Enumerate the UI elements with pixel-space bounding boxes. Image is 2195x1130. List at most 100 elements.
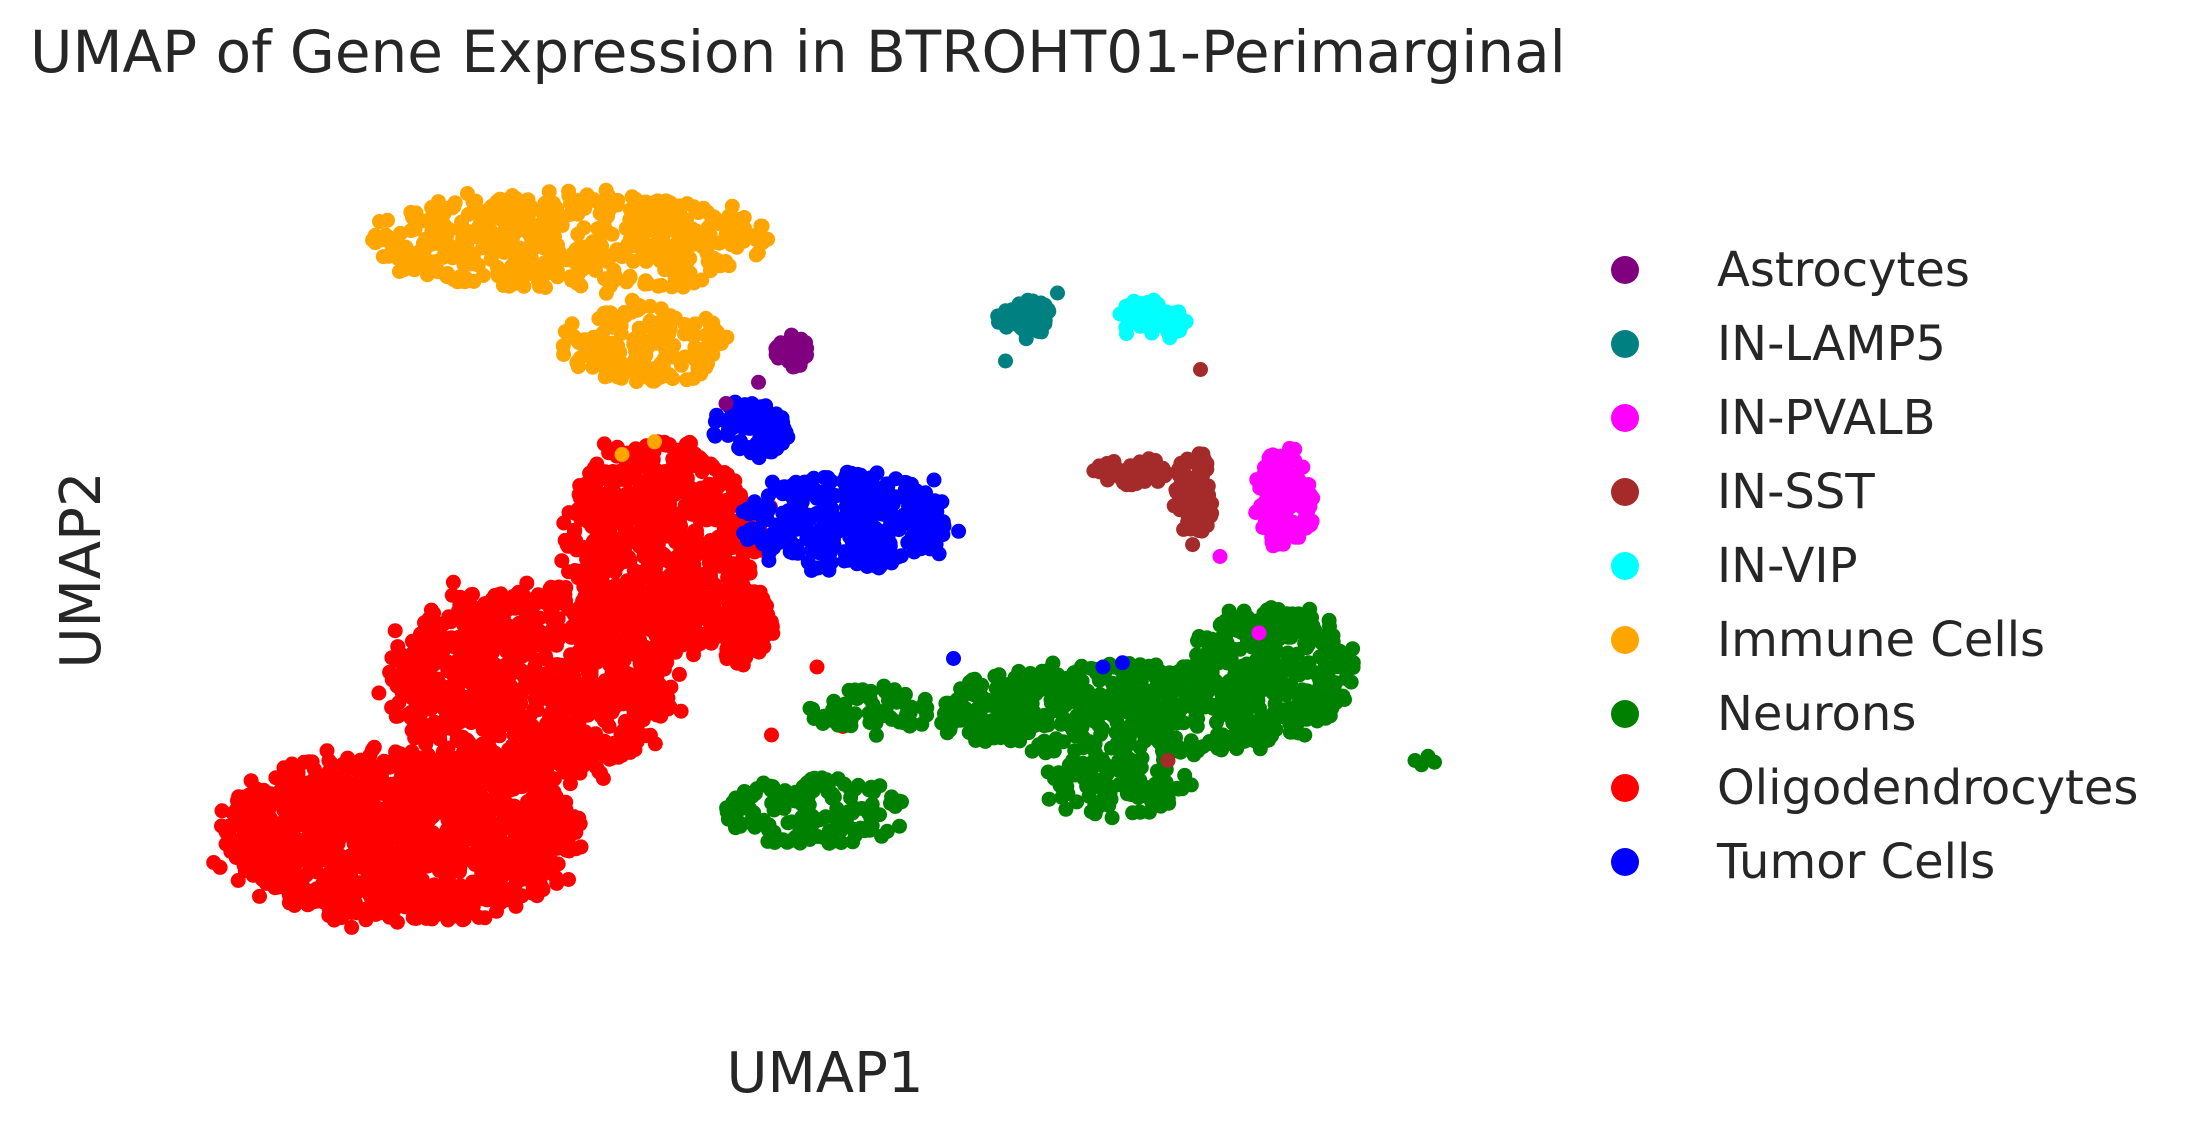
data-point bbox=[694, 272, 710, 288]
data-point bbox=[1195, 682, 1211, 698]
data-point bbox=[697, 227, 713, 243]
data-point bbox=[496, 759, 512, 775]
data-point bbox=[437, 684, 453, 700]
data-point bbox=[1001, 715, 1017, 731]
data-point bbox=[961, 724, 977, 740]
data-point bbox=[463, 903, 479, 919]
data-point bbox=[501, 272, 517, 287]
data-point bbox=[489, 229, 505, 245]
data-point bbox=[653, 244, 669, 260]
data-point bbox=[642, 727, 658, 743]
data-point bbox=[252, 888, 267, 904]
data-point bbox=[490, 264, 506, 280]
data-point bbox=[1305, 618, 1321, 634]
data-point bbox=[794, 796, 809, 812]
data-point bbox=[1231, 700, 1247, 716]
data-point bbox=[355, 823, 371, 839]
data-point bbox=[1123, 787, 1139, 803]
data-point bbox=[711, 235, 727, 251]
data-point bbox=[589, 588, 605, 604]
data-point bbox=[728, 818, 744, 834]
data-point bbox=[883, 710, 899, 726]
data-point bbox=[536, 735, 552, 751]
data-point bbox=[471, 876, 487, 891]
data-point bbox=[1145, 788, 1161, 804]
data-point bbox=[641, 470, 657, 486]
data-point bbox=[447, 908, 463, 924]
data-point bbox=[699, 245, 715, 261]
data-point bbox=[652, 642, 667, 657]
data-point bbox=[1012, 733, 1028, 749]
data-point bbox=[405, 816, 421, 832]
data-point bbox=[452, 589, 468, 605]
data-point bbox=[397, 868, 413, 884]
data-point bbox=[713, 336, 729, 351]
data-point bbox=[1019, 675, 1035, 691]
data-point bbox=[838, 717, 854, 733]
data-point bbox=[470, 257, 486, 273]
data-point bbox=[407, 254, 423, 269]
data-point bbox=[404, 633, 420, 649]
data-point bbox=[627, 566, 643, 582]
data-point bbox=[1321, 612, 1337, 628]
data-point bbox=[596, 217, 612, 233]
data-point bbox=[436, 206, 452, 222]
data-point bbox=[864, 818, 880, 834]
data-point bbox=[1168, 730, 1183, 746]
data-point bbox=[431, 236, 446, 252]
data-point bbox=[510, 262, 526, 278]
data-point bbox=[517, 711, 532, 727]
data-point bbox=[995, 704, 1011, 720]
data-point bbox=[991, 667, 1007, 683]
data-point bbox=[572, 350, 588, 366]
data-point bbox=[276, 760, 292, 776]
data-point bbox=[423, 602, 439, 618]
data-point bbox=[1212, 617, 1228, 633]
data-point bbox=[1203, 697, 1219, 713]
data-point bbox=[261, 864, 277, 879]
data-point bbox=[456, 274, 472, 289]
series-neurons bbox=[719, 600, 1442, 851]
data-point bbox=[542, 684, 558, 699]
data-point bbox=[1041, 791, 1057, 807]
data-point bbox=[1053, 716, 1069, 732]
data-point bbox=[519, 633, 535, 649]
data-point bbox=[310, 841, 326, 857]
data-point bbox=[365, 880, 381, 896]
data-point bbox=[1260, 665, 1276, 681]
data-point bbox=[530, 694, 546, 710]
data-point bbox=[508, 647, 524, 663]
data-point bbox=[661, 326, 677, 342]
data-point bbox=[583, 697, 599, 713]
data-point bbox=[1132, 804, 1148, 820]
data-point bbox=[508, 821, 523, 837]
data-point bbox=[206, 855, 222, 870]
data-point bbox=[659, 623, 674, 639]
data-point bbox=[661, 576, 677, 592]
data-point bbox=[502, 245, 518, 260]
data-point bbox=[571, 563, 587, 579]
data-point bbox=[760, 833, 776, 849]
data-point bbox=[463, 587, 479, 603]
data-point bbox=[644, 204, 660, 220]
data-point bbox=[544, 804, 560, 819]
data-point bbox=[504, 742, 520, 758]
data-point bbox=[651, 278, 667, 294]
data-point bbox=[845, 834, 861, 850]
data-point bbox=[647, 434, 662, 450]
data-point bbox=[903, 715, 919, 731]
data-point bbox=[558, 842, 574, 858]
data-point bbox=[588, 262, 603, 278]
data-point bbox=[574, 508, 590, 524]
data-point bbox=[760, 822, 776, 838]
data-point bbox=[434, 758, 450, 774]
data-point bbox=[1045, 655, 1061, 671]
data-point bbox=[357, 805, 373, 821]
data-point bbox=[378, 835, 394, 851]
data-point bbox=[1042, 679, 1058, 695]
data-point bbox=[1177, 767, 1193, 783]
data-point bbox=[638, 642, 654, 657]
data-point bbox=[622, 270, 638, 286]
data-point bbox=[486, 826, 502, 842]
data-point bbox=[509, 874, 525, 890]
